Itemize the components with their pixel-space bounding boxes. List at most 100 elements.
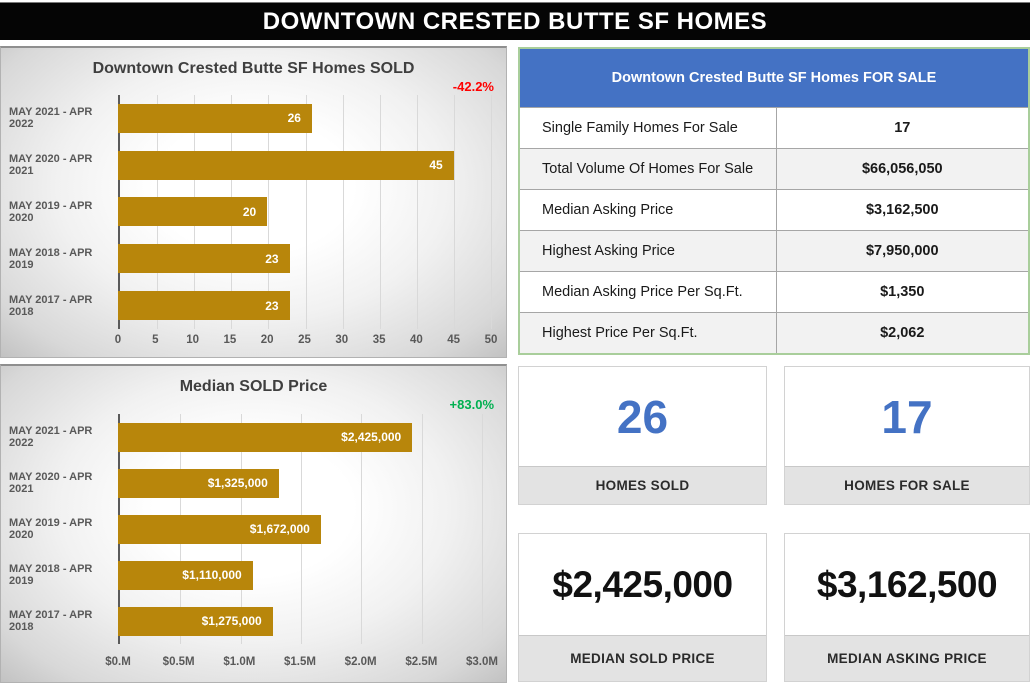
bar-track: 20: [118, 189, 491, 236]
table-row: Median Asking Price $3,162,500: [520, 189, 1028, 230]
bar-row: MAY 2019 - APR 2020 $1,672,000: [1, 506, 506, 552]
bar-value-label: 45: [429, 158, 443, 173]
bar: 23: [118, 291, 290, 321]
x-tick-label: 15: [223, 334, 237, 346]
gridline: [305, 95, 307, 329]
x-tick-label: 40: [409, 334, 423, 346]
category-label: MAY 2021 - APR 2022: [9, 106, 93, 131]
bar-track: $2,425,000: [118, 414, 482, 460]
bar-value-label: 20: [242, 204, 257, 219]
bar-value-label: 26: [287, 111, 301, 126]
category-label: MAY 2020 - APR 2021: [9, 153, 93, 178]
x-tick-label: 10: [186, 334, 199, 346]
gridline: [482, 414, 483, 644]
bar-track: 23: [118, 235, 491, 282]
bar-track: $1,672,000: [118, 506, 482, 552]
bar-row: MAY 2021 - APR 2022 26: [1, 95, 506, 142]
bar: $1,672,000: [118, 514, 321, 544]
table-row: Single Family Homes For Sale 17: [520, 107, 1028, 148]
table-row: Median Asking Price Per Sq.Ft. $1,350: [520, 271, 1028, 312]
table-row-value: $1,350: [880, 284, 925, 300]
x-tick-label: $3.0M: [466, 656, 498, 668]
bar-row: MAY 2020 - APR 2021 45: [1, 142, 506, 189]
category-label: MAY 2017 - APR 2018: [9, 609, 93, 633]
bar: $1,110,000: [118, 560, 253, 590]
x-tick-label: $0.M: [105, 656, 131, 668]
gridline: [491, 95, 492, 329]
category-label: MAY 2018 - APR 2019: [9, 563, 93, 587]
gridline: [416, 95, 418, 329]
bar-value-label: 23: [265, 251, 279, 266]
bar-value-label: $1,110,000: [182, 568, 242, 582]
table-row-label: Median Asking Price Per Sq.Ft.: [520, 272, 777, 312]
median-sold-price-chart-title: Median SOLD Price: [179, 378, 328, 395]
table-row-label: Total Volume Of Homes For Sale: [520, 149, 777, 189]
table-row-value: 17: [894, 120, 911, 136]
bar: $2,425,000: [118, 422, 413, 452]
homes-sold-plot-area: MAY 2021 - APR 2022 26 MAY 2020 - APR 2021…: [1, 95, 506, 329]
homes-sold-label: HOMES SOLD: [519, 466, 766, 504]
category-label: MAY 2018 - APR 2019: [9, 246, 93, 271]
x-tick-label: 25: [298, 334, 311, 346]
bar-track: 23: [118, 282, 491, 329]
median-sold-price-x-axis: $0.M $0.5M $1.0M $1.5M $2.0M $2.5M $3.0M: [105, 656, 498, 672]
gridline: [361, 414, 363, 644]
x-tick-label: 45: [447, 334, 461, 346]
median-asking-price-value: $3,162,500: [816, 563, 998, 605]
page-title: DOWNTOWN CRESTED BUTTE SF HOMES: [262, 7, 768, 35]
homes-sold-x-axis: 0 5 10 15 20 25 30 35 40 45 50: [115, 334, 498, 350]
homes-for-sale-label: HOMES FOR SALE: [785, 466, 1029, 504]
bar-value-label: $1,275,000: [201, 614, 262, 628]
x-tick-label: 50: [484, 334, 498, 346]
category-label: MAY 2020 - APR 2021: [9, 471, 93, 495]
homes-sold-chart: Downtown Crested Butte SF Homes SOLD -42…: [0, 46, 507, 358]
bar: $1,325,000: [118, 468, 279, 498]
gridline: [342, 95, 344, 329]
category-label: MAY 2019 - APR 2020: [9, 199, 93, 224]
bar-row: MAY 2017 - APR 2018 $1,275,000: [1, 598, 506, 644]
median-sold-price-chart: Median SOLD Price +83.0% MAY 2021 - APR …: [0, 364, 507, 683]
homes-sold-change-badge: -42.2%: [452, 79, 494, 94]
x-tick-label: $2.0M: [344, 656, 377, 668]
gridline: [421, 414, 423, 644]
bar: 45: [118, 150, 454, 180]
x-tick-label: 30: [335, 334, 349, 346]
table-row-value: $3,162,500: [865, 202, 939, 218]
page-title-bar: DOWNTOWN CRESTED BUTTE SF HOMES: [0, 2, 1030, 40]
bar-track: 45: [118, 142, 491, 189]
stat-card-median-asking-price: $3,162,500 MEDIAN ASKING PRICE: [784, 533, 1030, 682]
category-label: MAY 2017 - APR 2018: [9, 293, 93, 318]
gridline: [268, 95, 270, 329]
median-sold-price-label: MEDIAN SOLD PRICE: [519, 635, 766, 681]
table-row-value: $66,056,050: [861, 161, 943, 177]
median-sold-price-value: $2,425,000: [552, 563, 733, 605]
bar-value-label: $1,325,000: [207, 476, 268, 490]
x-tick-label: 20: [260, 334, 274, 346]
median-sold-price-change-badge: +83.0%: [449, 397, 494, 412]
bar-row: MAY 2018 - APR 2019 $1,110,000: [1, 552, 506, 598]
homes-sold-value: 26: [616, 390, 669, 443]
stat-card-median-sold-price: $2,425,000 MEDIAN SOLD PRICE: [518, 533, 767, 682]
table-row-label: Highest Price Per Sq.Ft.: [520, 313, 777, 353]
bar-row: MAY 2021 - APR 2022 $2,425,000: [1, 414, 506, 460]
bar-row: MAY 2018 - APR 2019 23: [1, 235, 506, 282]
x-tick-label: $2.5M: [405, 656, 438, 668]
bar-row: MAY 2017 - APR 2018 23: [1, 282, 506, 329]
bar-value-label: $2,425,000: [341, 430, 402, 444]
table-row: Highest Asking Price $7,950,000: [520, 230, 1028, 271]
bar-row: MAY 2019 - APR 2020 20: [1, 189, 506, 236]
table-row-value: $2,062: [880, 325, 925, 341]
table-row-value: $7,950,000: [865, 243, 939, 259]
bar-track: $1,110,000: [118, 552, 482, 598]
table-row-label: Single Family Homes For Sale: [520, 108, 777, 148]
x-tick-label: $0.5M: [162, 656, 195, 668]
x-tick-label: $1.5M: [284, 656, 316, 668]
stat-card-homes-for-sale: 17 HOMES FOR SALE: [784, 366, 1030, 505]
homes-sold-chart-title: Downtown Crested Butte SF Homes SOLD: [92, 60, 415, 77]
table-row-label: Highest Asking Price: [520, 231, 777, 271]
homes-for-sale-value: 17: [881, 390, 933, 443]
median-sold-price-bars: MAY 2021 - APR 2022 $2,425,000 MAY 2020 - …: [1, 414, 506, 644]
gridline: [379, 95, 381, 329]
table-row: Highest Price Per Sq.Ft. $2,062: [520, 312, 1028, 353]
